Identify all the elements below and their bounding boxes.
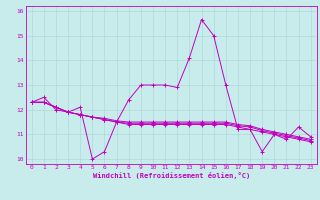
X-axis label: Windchill (Refroidissement éolien,°C): Windchill (Refroidissement éolien,°C) — [92, 172, 250, 179]
